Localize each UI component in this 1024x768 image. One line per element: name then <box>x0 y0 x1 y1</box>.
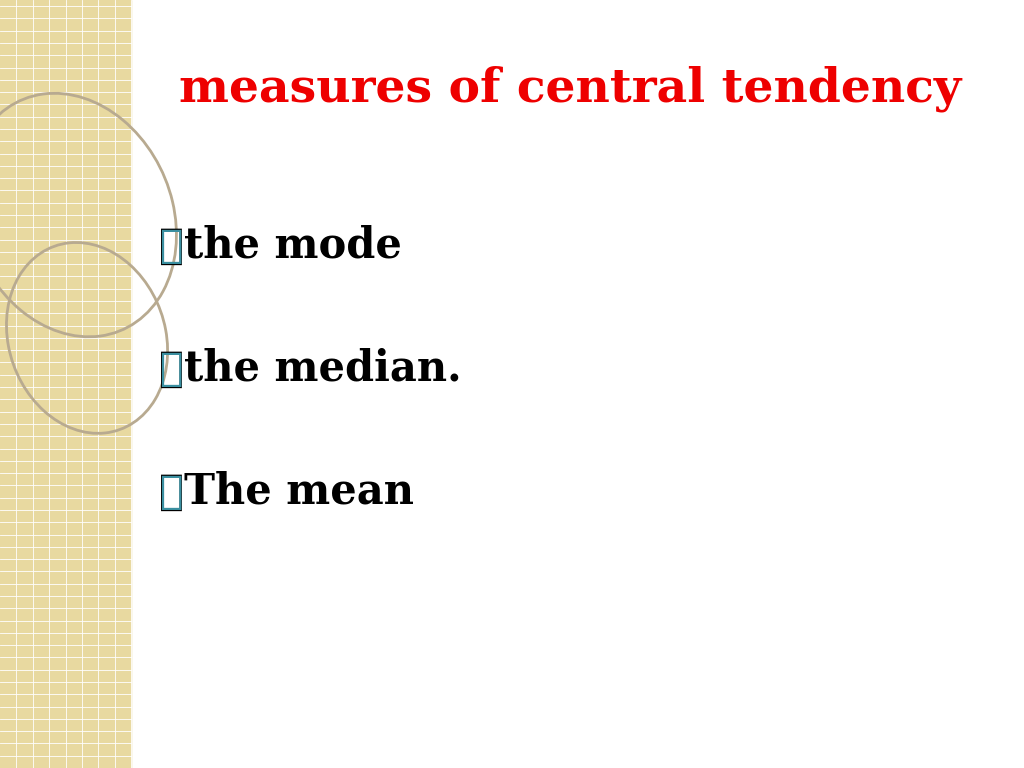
Text: ✓: ✓ <box>159 227 182 265</box>
Text: ✓The mean: ✓The mean <box>159 471 414 512</box>
Text: ✓: ✓ <box>159 472 182 511</box>
Text: measures of central tendency: measures of central tendency <box>179 65 962 111</box>
Text: ✓the median.: ✓the median. <box>159 348 462 389</box>
Bar <box>0 0 131 768</box>
Text: ✓the mode: ✓the mode <box>159 225 401 266</box>
Text: ✓: ✓ <box>159 349 182 388</box>
